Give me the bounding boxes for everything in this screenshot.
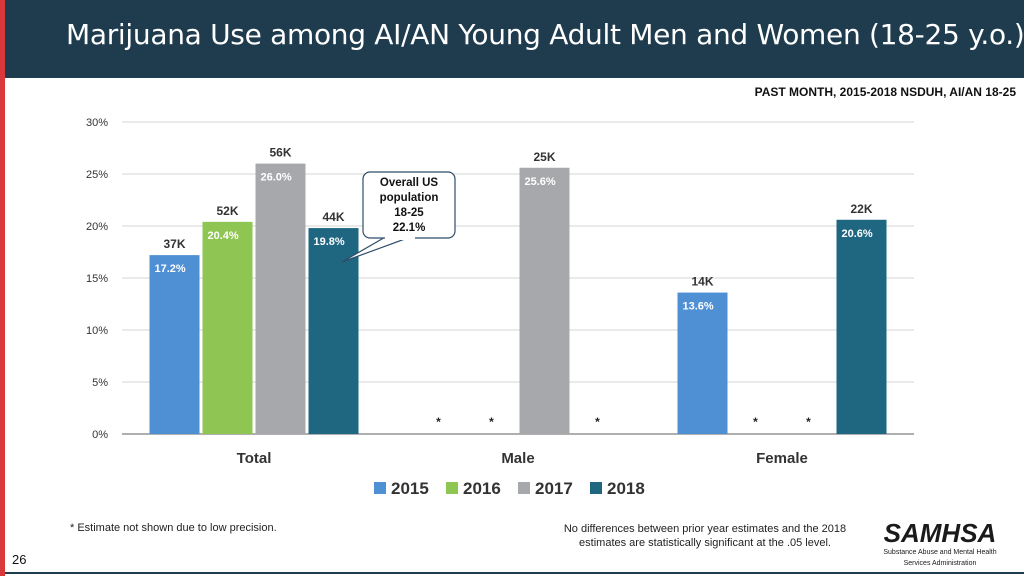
bar-value-label: 13.6% — [683, 301, 714, 313]
chart-subtitle: PAST MONTH, 2015-2018 NSDUH, AI/AN 18-25 — [754, 85, 1016, 99]
callout-join — [385, 235, 415, 240]
bar-count-label: 44K — [322, 210, 344, 224]
bar — [519, 167, 570, 434]
logo-subtitle-line1: Substance Abuse and Mental Health — [883, 549, 997, 556]
y-tick-label: 10% — [86, 325, 108, 337]
legend-swatch — [518, 482, 530, 494]
bar-count-label: 37K — [163, 237, 185, 251]
y-tick-label: 15% — [86, 273, 108, 285]
bar — [308, 228, 359, 434]
bar-count-label: 14K — [691, 275, 713, 289]
footnote-significance: No differences between prior year estima… — [563, 523, 847, 549]
logo-wordmark: SAMHSA — [883, 518, 997, 548]
x-category-label: Male — [501, 450, 534, 467]
logo-subtitle-line2: Services Administration — [903, 560, 977, 567]
legend-label: 2017 — [535, 479, 573, 498]
y-tick-label: 25% — [86, 169, 108, 181]
x-category-label: Total — [237, 450, 272, 467]
bottom-rule — [5, 572, 1024, 574]
callout-text-line: 22.1% — [393, 222, 426, 234]
y-tick-label: 0% — [92, 429, 108, 441]
y-tick-label: 20% — [86, 221, 108, 233]
bar-value-label: 20.4% — [208, 230, 239, 242]
suppressed-estimate-marker: * — [489, 415, 494, 429]
title-bar — [5, 0, 1024, 78]
legend-swatch — [590, 482, 602, 494]
bar-count-label: 52K — [216, 204, 238, 218]
suppressed-estimate-marker: * — [595, 415, 600, 429]
bar-value-label: 20.6% — [842, 228, 873, 240]
legend-label: 2016 — [463, 479, 501, 498]
bar — [677, 292, 728, 434]
bar — [836, 219, 887, 434]
bar-count-label: 25K — [533, 150, 555, 164]
callout-text-line: population — [380, 192, 439, 204]
bar-count-label: 56K — [269, 146, 291, 160]
left-accent-bar — [0, 0, 5, 576]
callout-text-line: Overall US — [380, 177, 438, 189]
suppressed-estimate-marker: * — [436, 415, 441, 429]
suppressed-estimate-marker: * — [806, 415, 811, 429]
legend-swatch — [374, 482, 386, 494]
bar — [202, 221, 253, 434]
bar — [149, 255, 200, 434]
bar-value-label: 19.8% — [314, 236, 345, 248]
legend-swatch — [446, 482, 458, 494]
slide-title: Marijuana Use among AI/AN Young Adult Me… — [66, 18, 1024, 51]
bar-value-label: 17.2% — [155, 263, 186, 275]
page-number: 26 — [12, 552, 27, 567]
y-tick-label: 5% — [92, 377, 108, 389]
bar-count-label: 22K — [850, 202, 872, 216]
y-tick-label: 30% — [86, 117, 108, 129]
bar-value-label: 25.6% — [525, 176, 556, 188]
legend-label: 2015 — [391, 479, 429, 498]
legend-label: 2018 — [607, 479, 645, 498]
footnote-low-precision: * Estimate not shown due to low precisio… — [70, 522, 277, 534]
bar-value-label: 26.0% — [261, 172, 292, 184]
suppressed-estimate-marker: * — [753, 415, 758, 429]
bar — [255, 163, 306, 434]
x-category-label: Female — [756, 450, 808, 467]
callout-text-line: 18-25 — [394, 207, 424, 219]
samhsa-logo: SAMHSA Substance Abuse and Mental Health… — [882, 520, 998, 568]
